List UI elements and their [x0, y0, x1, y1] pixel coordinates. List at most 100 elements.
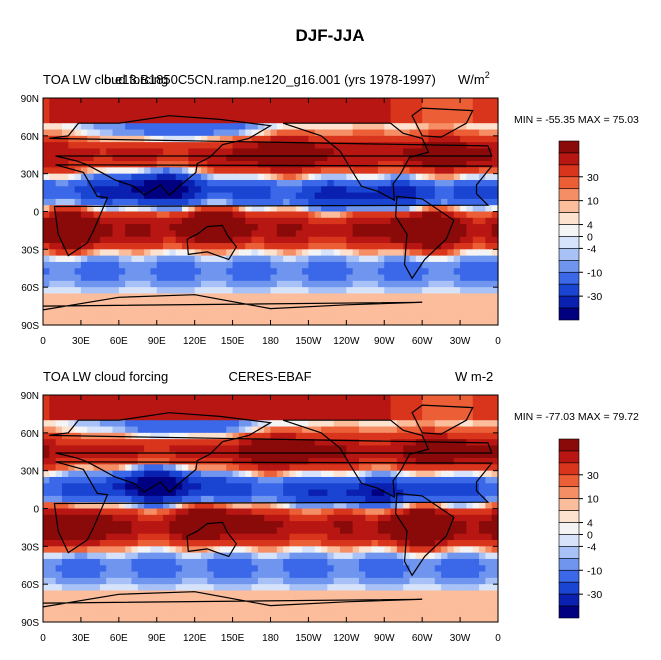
- heatmap-cell: [422, 224, 430, 232]
- heatmap-cell: [144, 502, 152, 510]
- heatmap-cell: [479, 584, 486, 592]
- heatmap-cell: [327, 495, 335, 503]
- heatmap-cell: [213, 426, 221, 434]
- heatmap-cell: [112, 426, 120, 434]
- heatmap-cell: [321, 287, 328, 295]
- heatmap-cell: [49, 584, 57, 592]
- heatmap-cell: [346, 148, 354, 156]
- heatmap-cell: [491, 299, 499, 307]
- heatmap-cell: [485, 458, 493, 465]
- heatmap-cell: [175, 192, 183, 200]
- heatmap-cell: [384, 483, 392, 491]
- heatmap-cell: [93, 546, 101, 554]
- heatmap-cell: [479, 249, 486, 257]
- heatmap-cell: [264, 318, 272, 326]
- heatmap-cell: [453, 401, 461, 409]
- heatmap-cell: [55, 565, 63, 573]
- heatmap-cell: [194, 224, 202, 232]
- heatmap-cell: [390, 249, 398, 257]
- heatmap-cell: [283, 179, 291, 187]
- heatmap-cell: [251, 514, 259, 522]
- heatmap-cell: [321, 401, 328, 409]
- heatmap-cell: [238, 540, 246, 547]
- heatmap-cell: [61, 420, 69, 428]
- heatmap-cell: [131, 395, 139, 402]
- heatmap-cell: [175, 439, 183, 447]
- heatmap-cell: [491, 521, 499, 529]
- heatmap-cell: [169, 420, 177, 428]
- heatmap-cell: [80, 426, 88, 434]
- heatmap-cell: [352, 495, 360, 503]
- heatmap-cell: [466, 445, 474, 453]
- heatmap-cell: [137, 495, 145, 503]
- heatmap-cell: [327, 104, 335, 112]
- heatmap-cell: [232, 167, 240, 175]
- heatmap-cell: [106, 104, 114, 112]
- heatmap-cell: [80, 261, 88, 269]
- heatmap-cell: [68, 552, 76, 560]
- heatmap-cell: [257, 280, 265, 288]
- heatmap-cell: [144, 552, 152, 560]
- heatmap-cell: [422, 173, 430, 181]
- heatmap-cell: [49, 445, 57, 453]
- heatmap-cell: [409, 280, 417, 288]
- heatmap-cell: [112, 280, 120, 288]
- heatmap-cell: [466, 395, 474, 402]
- heatmap-cell: [358, 186, 366, 194]
- heatmap-cell: [491, 280, 499, 288]
- heatmap-cell: [87, 104, 95, 112]
- heatmap-cell: [441, 186, 449, 194]
- heatmap-cell: [182, 318, 189, 326]
- heatmap-cell: [308, 154, 316, 162]
- heatmap-cell: [428, 280, 436, 288]
- heatmap-cell: [447, 495, 455, 503]
- heatmap-cell: [226, 495, 234, 503]
- heatmap-cell: [131, 148, 139, 156]
- heatmap-cell: [226, 186, 234, 194]
- heatmap-cell: [106, 508, 114, 516]
- heatmap-cell: [327, 192, 335, 200]
- heatmap-cell: [226, 489, 234, 497]
- heatmap-cell: [295, 577, 303, 585]
- heatmap-cell: [377, 483, 385, 491]
- heatmap-cell: [80, 243, 88, 250]
- heatmap-cell: [377, 312, 385, 320]
- heatmap-cell: [403, 420, 411, 428]
- heatmap-cell: [175, 217, 183, 225]
- heatmap-cell: [125, 104, 133, 112]
- heatmap-cell: [422, 495, 430, 503]
- heatmap-cell: [352, 243, 360, 250]
- heatmap-cell: [365, 451, 373, 459]
- heatmap-cell: [125, 268, 133, 276]
- heatmap-cell: [49, 205, 57, 213]
- heatmap-cell: [87, 577, 95, 585]
- heatmap-cell: [74, 395, 82, 402]
- x-tick-label: 150E: [221, 336, 245, 347]
- heatmap-cell: [106, 533, 114, 541]
- heatmap-cell: [390, 464, 398, 472]
- heatmap-cell: [428, 192, 436, 200]
- heatmap-cell: [238, 98, 246, 105]
- heatmap-cell: [434, 230, 442, 238]
- heatmap-cell: [264, 243, 272, 250]
- heatmap-cell: [207, 445, 215, 453]
- heatmap-cell: [358, 445, 366, 453]
- heatmap-cell: [352, 192, 360, 200]
- heatmap-cell: [169, 476, 177, 484]
- heatmap-cell: [226, 211, 234, 219]
- heatmap-cell: [295, 293, 303, 301]
- heatmap-cell: [352, 445, 360, 453]
- heatmap-cell: [270, 413, 278, 421]
- heatmap-cell: [270, 533, 278, 541]
- heatmap-cell: [125, 261, 133, 269]
- heatmap-cell: [251, 299, 259, 307]
- heatmap-cell: [43, 558, 50, 566]
- heatmap-cell: [182, 104, 189, 112]
- heatmap-cell: [232, 533, 240, 541]
- heatmap-cell: [194, 407, 202, 415]
- heatmap-cell: [384, 565, 392, 573]
- heatmap-cell: [403, 318, 411, 326]
- heatmap-cell: [182, 565, 189, 573]
- heatmap-cell: [270, 420, 278, 428]
- heatmap-cell: [485, 318, 493, 326]
